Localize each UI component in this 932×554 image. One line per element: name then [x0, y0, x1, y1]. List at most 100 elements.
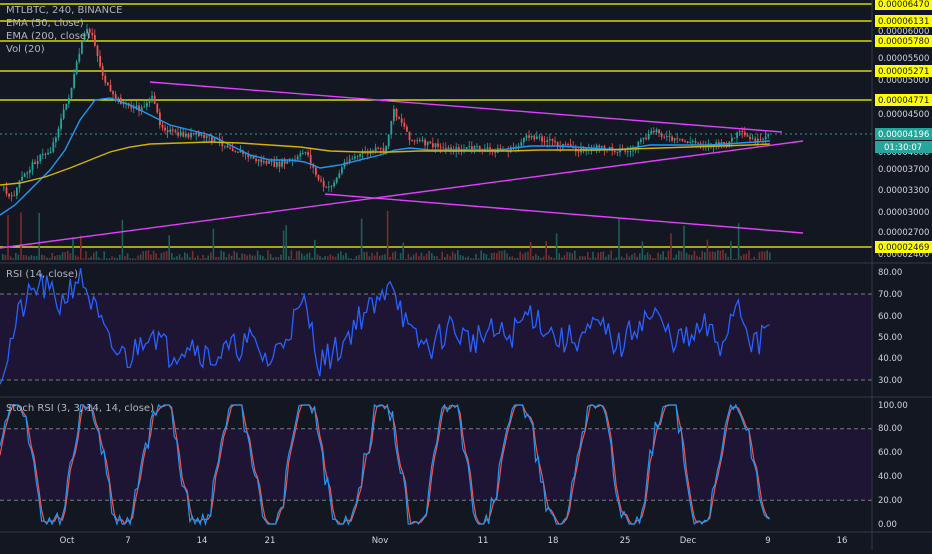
candle-body — [260, 159, 263, 163]
time-axis-label: 21 — [265, 536, 276, 546]
volume-bar — [20, 212, 22, 260]
volume-bar — [475, 253, 477, 260]
candle-body — [463, 148, 465, 150]
volume-bar — [267, 250, 269, 260]
volume-bar — [433, 255, 436, 260]
volume-bar — [490, 253, 493, 260]
symbol-label[interactable]: MTLBTC, 240, BINANCE — [6, 5, 123, 16]
volume-bar — [275, 256, 277, 260]
candle-body — [286, 160, 289, 164]
candle-body — [567, 144, 569, 145]
volume-bar — [186, 253, 189, 260]
stoch-tick-label: 40.00 — [878, 472, 902, 482]
volume-bar — [667, 250, 670, 260]
volume-bar — [740, 255, 742, 260]
time-axis-label: Nov — [372, 536, 389, 546]
volume-bar — [470, 258, 472, 260]
candle-body — [99, 56, 101, 67]
volume-bar — [56, 255, 59, 260]
volume-bar — [202, 254, 204, 260]
stoch-tick-label: 60.00 — [878, 448, 902, 458]
ema200-line — [0, 141, 771, 186]
candle-body — [57, 128, 60, 138]
volume-bar — [386, 210, 389, 260]
volume-bar — [165, 251, 168, 260]
volume-bar — [563, 255, 566, 260]
volume-bar — [116, 258, 118, 260]
volume-bar — [129, 258, 131, 260]
volume-bar — [454, 253, 456, 260]
candle-body — [406, 126, 408, 132]
candle-body — [601, 146, 603, 148]
rsi-title[interactable]: RSI (14, close) — [6, 269, 79, 280]
volume-bar — [150, 254, 152, 260]
candle-body — [374, 147, 377, 152]
volume-bar — [142, 250, 144, 260]
volume-bar — [38, 212, 40, 260]
rsi-tick-label: 70.00 — [878, 290, 902, 300]
volume-bar — [254, 255, 256, 260]
rsi-pane[interactable] — [0, 268, 872, 385]
volume-bar — [719, 250, 722, 260]
candle-body — [325, 186, 328, 188]
volume-bar — [95, 251, 98, 260]
candle-body — [598, 145, 601, 148]
candle-body — [104, 75, 107, 83]
candle-body — [533, 135, 536, 140]
volume-bar — [665, 257, 667, 260]
candle-body — [697, 142, 699, 144]
volume-label[interactable]: Vol (20) — [6, 44, 45, 55]
volume-bar — [553, 258, 555, 260]
candle-body — [299, 153, 302, 157]
candle-body — [551, 139, 554, 141]
volume-bar — [462, 255, 464, 260]
volume-bar — [59, 255, 61, 260]
volume-bar — [636, 256, 638, 260]
volume-bar — [243, 253, 246, 260]
volume-bar — [277, 257, 280, 260]
volume-bar — [545, 240, 547, 260]
candle-body — [185, 133, 187, 137]
volume-bar — [472, 258, 475, 260]
candle-body — [749, 136, 751, 140]
volume-bar — [678, 250, 680, 260]
volume-bar — [376, 251, 378, 260]
volume-bar — [332, 255, 334, 260]
stoch-title[interactable]: Stoch RSI (3, 3, 14, 14, close) — [6, 403, 154, 414]
candle-body — [416, 140, 419, 142]
volume-bar — [425, 253, 428, 260]
volume-bar — [701, 251, 703, 260]
volume-bar — [316, 254, 319, 260]
volume-bar — [696, 255, 698, 260]
candle-body — [182, 132, 185, 137]
candle-body — [296, 156, 299, 160]
candle-body — [75, 61, 78, 75]
candle-body — [5, 187, 8, 194]
volume-bar — [147, 250, 150, 260]
candle-body — [426, 141, 429, 146]
ascending-trendline — [0, 140, 804, 249]
stoch-pane[interactable] — [0, 403, 872, 527]
volume-bar — [158, 258, 160, 260]
candle-body — [525, 135, 528, 138]
price-pane[interactable] — [0, 3, 872, 260]
volume-bar — [41, 254, 43, 260]
candle-body — [62, 109, 65, 119]
ema200-label[interactable]: EMA (200, close) — [6, 31, 90, 42]
candle-body — [442, 147, 445, 149]
candle-body — [52, 142, 55, 152]
candle-body — [18, 180, 21, 188]
volume-bar — [423, 256, 425, 260]
candle-body — [390, 121, 393, 135]
candle-body — [590, 147, 593, 151]
volume-bar — [111, 256, 113, 260]
volume-bar — [264, 258, 267, 260]
candle-body — [278, 161, 281, 167]
volume-bar — [613, 258, 615, 260]
volume-bar — [345, 252, 347, 260]
ema50-label[interactable]: EMA (50, close) — [6, 18, 84, 29]
candle-body — [130, 105, 133, 109]
